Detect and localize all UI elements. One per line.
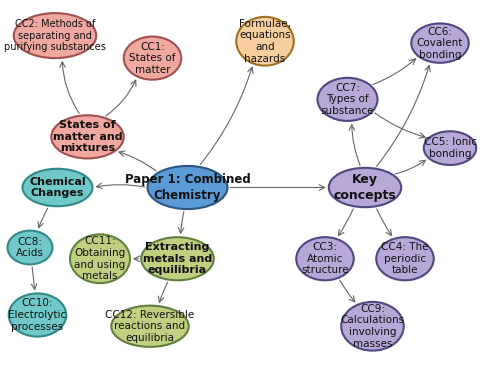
Text: CC8:
Acids: CC8: Acids — [16, 237, 44, 258]
Ellipse shape — [376, 237, 434, 280]
Text: Extracting
metals and
equilibria: Extracting metals and equilibria — [143, 242, 212, 275]
Text: Paper 1: Combined
Chemistry: Paper 1: Combined Chemistry — [124, 174, 250, 201]
Text: CC1:
States of
matter: CC1: States of matter — [129, 42, 176, 75]
Text: Chemical
Changes: Chemical Changes — [29, 177, 86, 198]
Text: States of
matter and
mixtures: States of matter and mixtures — [52, 120, 122, 153]
Ellipse shape — [9, 293, 66, 337]
Ellipse shape — [124, 37, 181, 80]
Ellipse shape — [111, 306, 189, 347]
Text: CC12: Reversible
reactions and
equilibria: CC12: Reversible reactions and equilibri… — [106, 310, 194, 343]
Text: CC6:
Covalent
bonding: CC6: Covalent bonding — [417, 27, 463, 60]
Ellipse shape — [148, 166, 228, 209]
Ellipse shape — [142, 237, 214, 280]
Text: Key
concepts: Key concepts — [334, 174, 396, 201]
Text: CC2: Methods of
separating and
purifying substances: CC2: Methods of separating and purifying… — [4, 19, 106, 52]
Ellipse shape — [14, 13, 96, 58]
Ellipse shape — [52, 116, 124, 158]
Ellipse shape — [424, 131, 476, 165]
Ellipse shape — [411, 23, 469, 63]
Ellipse shape — [341, 302, 404, 351]
Text: CC10:
Electrolytic
processes: CC10: Electrolytic processes — [8, 298, 66, 332]
Text: Formulae,
equations
and
hazards: Formulae, equations and hazards — [239, 19, 291, 64]
Ellipse shape — [318, 78, 378, 121]
Text: CC5: Ionic
bonding: CC5: Ionic bonding — [424, 137, 476, 159]
Ellipse shape — [329, 168, 401, 207]
Text: CC3:
Atomic
structure: CC3: Atomic structure — [301, 242, 349, 275]
Text: CC11:
Obtaining
and using
metals: CC11: Obtaining and using metals — [74, 236, 126, 281]
Ellipse shape — [22, 169, 92, 206]
Ellipse shape — [70, 234, 130, 283]
Text: CC7:
Types of
substance: CC7: Types of substance — [321, 83, 374, 116]
Text: CC4: The
periodic
table: CC4: The periodic table — [382, 242, 429, 275]
Ellipse shape — [236, 17, 294, 66]
Text: CC9:
Calculations
involving
masses: CC9: Calculations involving masses — [340, 304, 404, 349]
Ellipse shape — [296, 237, 354, 280]
Ellipse shape — [8, 231, 52, 264]
